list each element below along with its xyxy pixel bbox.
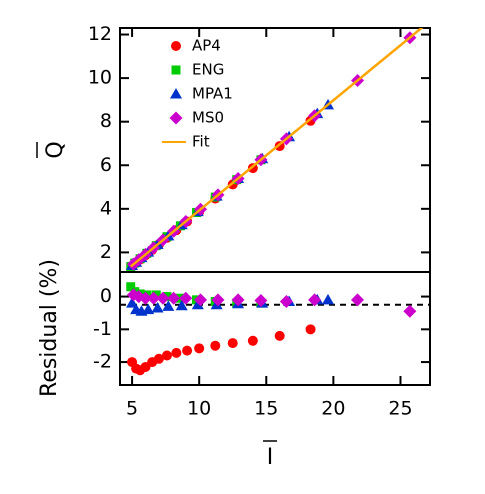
legend-label: MS0	[192, 109, 224, 127]
x-axis-label: I	[267, 445, 274, 470]
data-point	[305, 324, 316, 335]
legend-swatch	[171, 65, 181, 75]
legend-swatch	[171, 41, 181, 51]
plot-frame	[119, 271, 431, 386]
data-point	[231, 293, 245, 307]
x-tick-label: 5	[126, 398, 138, 420]
data-point	[274, 330, 285, 341]
y-tick-label: 2	[100, 241, 112, 263]
legend-label: AP4	[192, 37, 221, 55]
data-point	[279, 294, 293, 308]
legend-swatch	[169, 111, 183, 125]
data-point	[142, 303, 155, 315]
data-point	[247, 335, 258, 346]
y-tick-label: 6	[100, 154, 112, 176]
data-point	[254, 293, 268, 307]
y-tick-label: -1	[93, 318, 112, 340]
data-point	[171, 347, 182, 358]
data-point	[210, 340, 221, 351]
data-point	[308, 293, 322, 307]
data-point	[179, 291, 193, 305]
data-point	[211, 293, 225, 307]
x-tick-label: 10	[187, 398, 211, 420]
fit-line	[129, 28, 424, 268]
data-point	[161, 350, 172, 361]
y-tick-label: 10	[88, 67, 112, 89]
data-point	[153, 353, 164, 364]
data-point	[194, 293, 208, 307]
x-tick-label: 25	[388, 398, 412, 420]
data-point	[126, 282, 136, 292]
legend-label: Fit	[192, 133, 210, 151]
data-point	[182, 345, 193, 356]
data-point	[138, 291, 152, 305]
data-point	[351, 293, 365, 307]
data-point	[322, 293, 335, 305]
data-point	[151, 302, 164, 313]
data-point	[126, 297, 139, 308]
data-point	[147, 291, 161, 305]
y-tick-label: 0	[100, 285, 112, 307]
data-point	[403, 304, 417, 318]
legend-label: MPA1	[192, 85, 233, 103]
y-axis-label: Q	[43, 141, 68, 158]
x-tick-label: 20	[321, 398, 345, 420]
y-tick-label: 8	[100, 110, 112, 132]
y-tick-label: -2	[93, 351, 112, 373]
data-point	[156, 291, 170, 305]
data-point	[167, 291, 181, 305]
data-point	[194, 343, 205, 354]
data-point	[191, 298, 204, 310]
y-axis-label: Residual (%)	[37, 259, 62, 397]
y-tick-label: 12	[88, 23, 112, 45]
data-point	[175, 299, 188, 311]
x-tick-label: 15	[254, 398, 278, 420]
data-point	[227, 338, 238, 349]
legend-swatch	[170, 88, 182, 99]
legend-label: ENG	[192, 61, 224, 79]
y-tick-label: 4	[100, 197, 112, 219]
data-point	[162, 300, 175, 311]
